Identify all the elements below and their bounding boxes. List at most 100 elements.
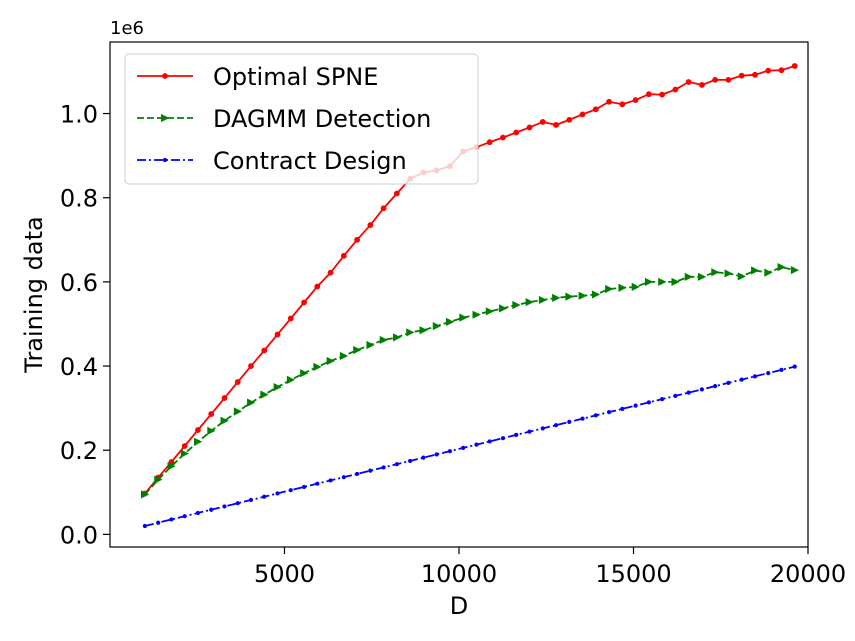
- data-point: [408, 458, 413, 464]
- data-point: [764, 268, 773, 277]
- legend-marker: [161, 113, 170, 123]
- data-point: [234, 379, 241, 385]
- data-point: [248, 497, 254, 503]
- legend-marker: [162, 73, 168, 79]
- data-point: [446, 317, 455, 326]
- data-point: [632, 97, 639, 103]
- data-point: [751, 266, 760, 275]
- data-point: [527, 429, 532, 434]
- data-point: [169, 517, 174, 522]
- data-point: [182, 514, 187, 519]
- data-point: [566, 116, 573, 123]
- data-point: [180, 449, 189, 458]
- data-point: [235, 501, 240, 506]
- data-point: [209, 507, 214, 512]
- data-point: [553, 122, 559, 128]
- data-point: [447, 449, 453, 454]
- data-point: [328, 478, 333, 483]
- data-point: [366, 340, 375, 350]
- axes: 5000 10000 15000 20000 0.0 0.2 0.4 0.6 0.8 1.0: [60, 101, 846, 588]
- x-tick-label: 10000: [421, 560, 497, 588]
- legend-label: Contract Design: [213, 147, 407, 175]
- data-point: [699, 82, 705, 88]
- data-point: [591, 290, 601, 299]
- data-point: [487, 439, 492, 444]
- data-point: [354, 236, 360, 243]
- y-axis-offset-label: 1e6: [110, 18, 144, 39]
- legend-box: [124, 53, 479, 185]
- data-point: [699, 387, 705, 392]
- data-point: [421, 455, 426, 460]
- data-point: [339, 351, 349, 361]
- data-point: [461, 445, 466, 450]
- data-point: [301, 484, 307, 490]
- legend-item: Optimal SPNE: [137, 63, 378, 91]
- data-point: [777, 263, 786, 272]
- series-dagmm-detection: [141, 263, 800, 499]
- data-point: [606, 98, 612, 105]
- data-point: [368, 468, 373, 473]
- data-point: [353, 345, 362, 355]
- data-point: [579, 111, 586, 118]
- data-point: [539, 119, 546, 125]
- data-point: [724, 269, 733, 278]
- data-point: [142, 523, 147, 529]
- data-point: [181, 443, 188, 449]
- data-point: [618, 283, 627, 292]
- data-point: [261, 347, 268, 354]
- data-point: [380, 205, 387, 212]
- data-point: [313, 362, 322, 371]
- data-point: [288, 488, 293, 493]
- data-point: [286, 375, 296, 385]
- data-point: [354, 471, 360, 477]
- data-point: [658, 277, 667, 286]
- data-point: [260, 390, 269, 399]
- data-point: [394, 462, 399, 467]
- data-point: [726, 380, 731, 385]
- data-point: [472, 310, 481, 319]
- y-tick-label: 0.8: [60, 185, 98, 213]
- data-point: [673, 393, 678, 398]
- data-point: [711, 268, 720, 277]
- data-point: [262, 494, 267, 499]
- data-point: [500, 436, 506, 441]
- data-point: [221, 395, 228, 401]
- data-point: [631, 282, 640, 292]
- data-point: [671, 277, 680, 286]
- data-point: [156, 520, 161, 525]
- data-point: [301, 299, 307, 306]
- data-point: [725, 76, 732, 83]
- data-point: [367, 222, 374, 228]
- data-point: [300, 369, 309, 378]
- data-point: [766, 371, 771, 376]
- data-point: [778, 67, 785, 74]
- data-point: [513, 129, 520, 136]
- data-point: [686, 390, 691, 395]
- data-point: [792, 364, 797, 369]
- data-point: [247, 398, 256, 407]
- data-point: [167, 462, 176, 471]
- data-point: [620, 406, 625, 411]
- data-point: [605, 284, 614, 294]
- data-point: [580, 416, 585, 421]
- data-point: [432, 321, 441, 331]
- data-point: [406, 328, 415, 337]
- data-point: [379, 335, 388, 345]
- data-point: [619, 101, 626, 108]
- data-point: [791, 63, 798, 69]
- data-point: [592, 106, 599, 113]
- legend: Optimal SPNE DAGMM Detection Contract Desi…: [124, 53, 479, 185]
- data-point: [779, 367, 784, 372]
- data-point: [275, 491, 280, 496]
- series-contract-design: [142, 364, 797, 529]
- legend-item: Contract Design: [137, 147, 407, 175]
- data-point: [248, 363, 254, 369]
- data-point: [684, 272, 693, 281]
- y-axis-label: Training data: [20, 216, 48, 373]
- data-point: [341, 475, 346, 480]
- data-point: [274, 331, 281, 338]
- data-point: [434, 452, 439, 457]
- data-point: [567, 419, 572, 424]
- data-point: [381, 465, 386, 470]
